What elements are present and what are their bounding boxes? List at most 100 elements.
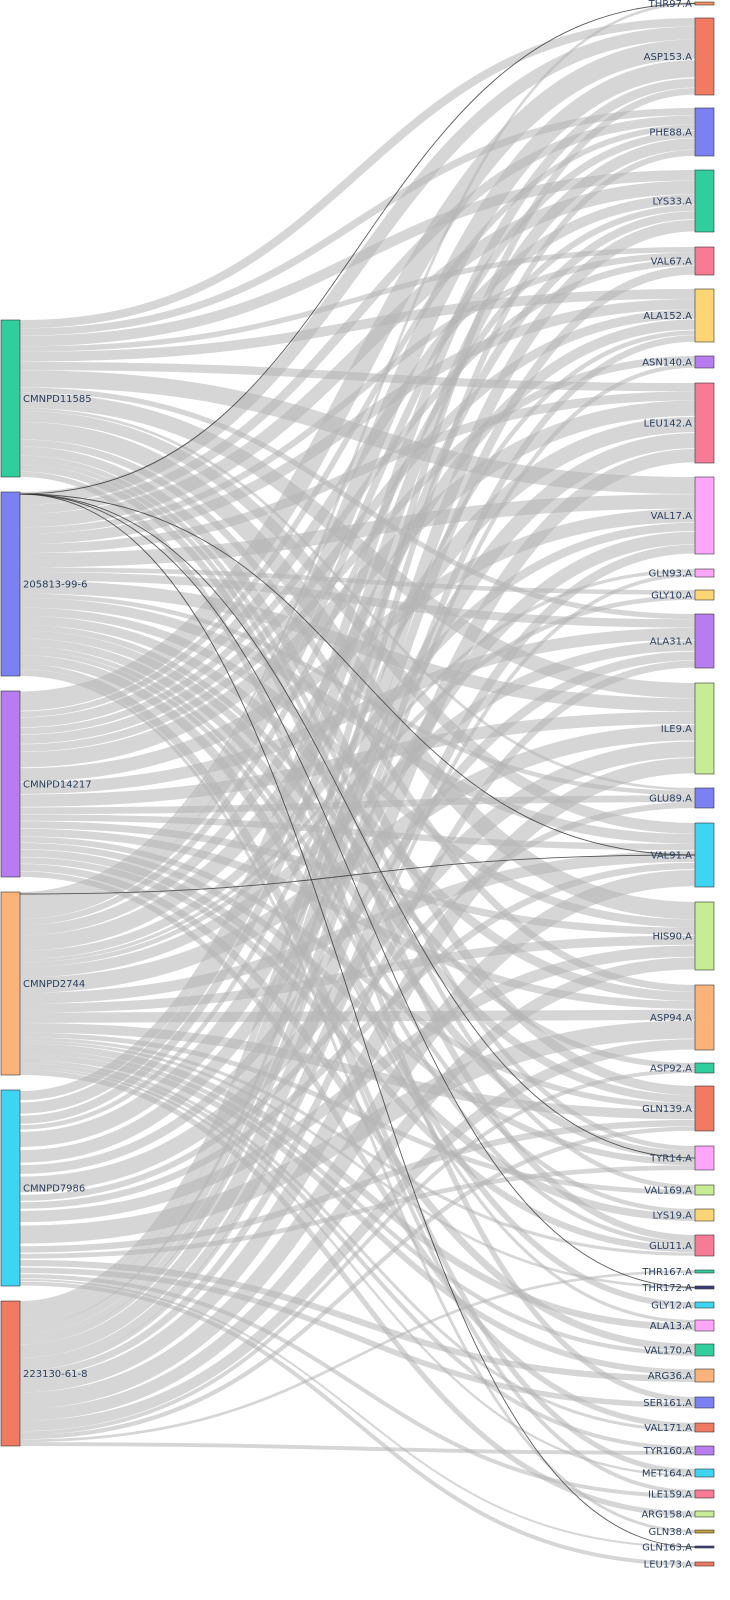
target-node-bar[interactable] — [694, 1062, 715, 1074]
target-node-bar[interactable] — [694, 1343, 715, 1357]
source-node-bar[interactable] — [0, 491, 21, 677]
sankey-link — [19, 3, 696, 495]
sankey-nodes: CMNPD11585 205813-99-6 CMNPD14217 CMNPD2744… — [0, 0, 715, 1571]
target-node-bar[interactable] — [694, 288, 715, 343]
sankey-link — [19, 266, 696, 1334]
target-node-label: ALA31.A — [650, 637, 692, 648]
source-node-bar[interactable] — [0, 1300, 21, 1447]
target-node-bar[interactable] — [694, 1208, 715, 1222]
target-node-bar[interactable] — [694, 1145, 715, 1171]
target-node-label: GLN139.A — [642, 1104, 692, 1115]
source-node-label: CMNPD7986 — [23, 1184, 85, 1195]
target-node-bar[interactable] — [694, 382, 715, 464]
target-node-bar[interactable] — [694, 476, 715, 555]
target-node-bar[interactable] — [694, 355, 715, 369]
sankey-link — [19, 655, 696, 1308]
target-node-bar[interactable] — [694, 1422, 715, 1433]
target-node-bar[interactable] — [694, 787, 715, 809]
target-node-bar[interactable] — [694, 1396, 715, 1409]
source-node-label: 223130-61-8 — [23, 1369, 87, 1380]
target-node-label: GLN93.A — [648, 569, 692, 580]
target-node-bar[interactable] — [694, 1234, 715, 1257]
sankey-link — [19, 356, 696, 752]
sankey-link — [19, 39, 696, 711]
target-node-bar[interactable] — [694, 1, 715, 6]
sankey-link — [19, 416, 696, 951]
target-node-label: LYS19.A — [653, 1211, 693, 1222]
sankey-link — [19, 26, 696, 505]
target-node-label: VAL17.A — [651, 511, 693, 522]
target-node-bar[interactable] — [694, 901, 715, 971]
sankey-link — [19, 138, 696, 1114]
source-node-bar[interactable] — [0, 891, 21, 1076]
target-node-bar[interactable] — [694, 613, 715, 669]
sankey-link — [19, 573, 696, 1371]
target-node-bar[interactable] — [694, 1489, 715, 1499]
sankey-link — [19, 508, 696, 782]
sankey-link — [19, 821, 696, 935]
sankey-link — [19, 18, 696, 329]
target-node-label: GLN163.A — [642, 1543, 692, 1554]
target-node-label: LYS33.A — [653, 197, 693, 208]
target-node-bar[interactable] — [694, 1368, 715, 1383]
target-node-bar[interactable] — [694, 1510, 715, 1518]
sankey-link — [19, 449, 696, 1358]
sankey-links — [19, 2, 696, 1566]
target-node-label: ILE9.A — [661, 724, 692, 735]
target-node-bar[interactable] — [694, 682, 715, 775]
target-node-bar[interactable] — [694, 1184, 715, 1196]
target-node-bar[interactable] — [694, 1445, 715, 1456]
sankey-link — [19, 493, 696, 1548]
target-node-label: ALA152.A — [643, 311, 692, 322]
sankey-link — [19, 1126, 696, 1440]
target-node-bar[interactable] — [694, 17, 715, 96]
source-node-bar[interactable] — [0, 690, 21, 878]
sankey-link — [19, 87, 696, 1308]
target-node-label: THR97.A — [648, 0, 692, 10]
target-node-bar[interactable] — [694, 1285, 715, 1290]
sankey-link — [19, 850, 696, 1004]
source-node-label: CMNPD11585 — [23, 394, 92, 405]
source-node-bar[interactable] — [0, 1089, 21, 1287]
target-node-bar[interactable] — [694, 984, 715, 1051]
target-node-label: THR172.A — [641, 1283, 692, 1294]
target-node-label: VAL91.A — [651, 851, 693, 862]
target-node-bar[interactable] — [694, 589, 715, 601]
target-node-bar[interactable] — [694, 568, 715, 578]
target-node-bar[interactable] — [694, 169, 715, 233]
target-node-bar[interactable] — [694, 1269, 715, 1274]
target-node-bar[interactable] — [694, 1319, 715, 1332]
sankey-link — [19, 78, 696, 1101]
target-node-label: ASP153.A — [644, 52, 692, 63]
target-node-label: ASP92.A — [650, 1064, 692, 1075]
target-node-bar[interactable] — [694, 246, 715, 276]
source-node-bar[interactable] — [0, 319, 21, 478]
sankey-link — [19, 211, 696, 1124]
sankey-link — [19, 204, 696, 926]
target-node-bar[interactable] — [694, 1085, 715, 1132]
target-node-label: GLY10.A — [651, 591, 692, 602]
sankey-link — [19, 1068, 696, 1436]
target-node-label: ASP94.A — [650, 1013, 692, 1024]
target-node-bar[interactable] — [694, 1561, 715, 1567]
sankey-link — [19, 493, 696, 856]
sankey-link — [19, 493, 696, 1288]
source-node-label: CMNPD14217 — [23, 780, 92, 791]
sankey-link — [19, 854, 696, 895]
target-node-bar[interactable] — [694, 107, 715, 157]
sankey-link — [19, 335, 696, 1341]
sankey-link — [19, 471, 696, 1403]
sankey-link — [19, 1063, 696, 1451]
target-node-bar[interactable] — [694, 1545, 715, 1549]
target-node-bar[interactable] — [694, 822, 715, 888]
sankey-link — [19, 1270, 696, 1443]
sankey-link — [19, 130, 696, 920]
target-node-bar[interactable] — [694, 1529, 715, 1534]
target-node-label: GLU11.A — [649, 1241, 692, 1252]
sankey-link — [19, 869, 696, 1409]
sankey-link — [19, 149, 696, 1314]
source-node-label: 205813-99-6 — [23, 580, 87, 591]
target-node-bar[interactable] — [694, 1301, 715, 1309]
target-node-bar[interactable] — [694, 1468, 715, 1478]
